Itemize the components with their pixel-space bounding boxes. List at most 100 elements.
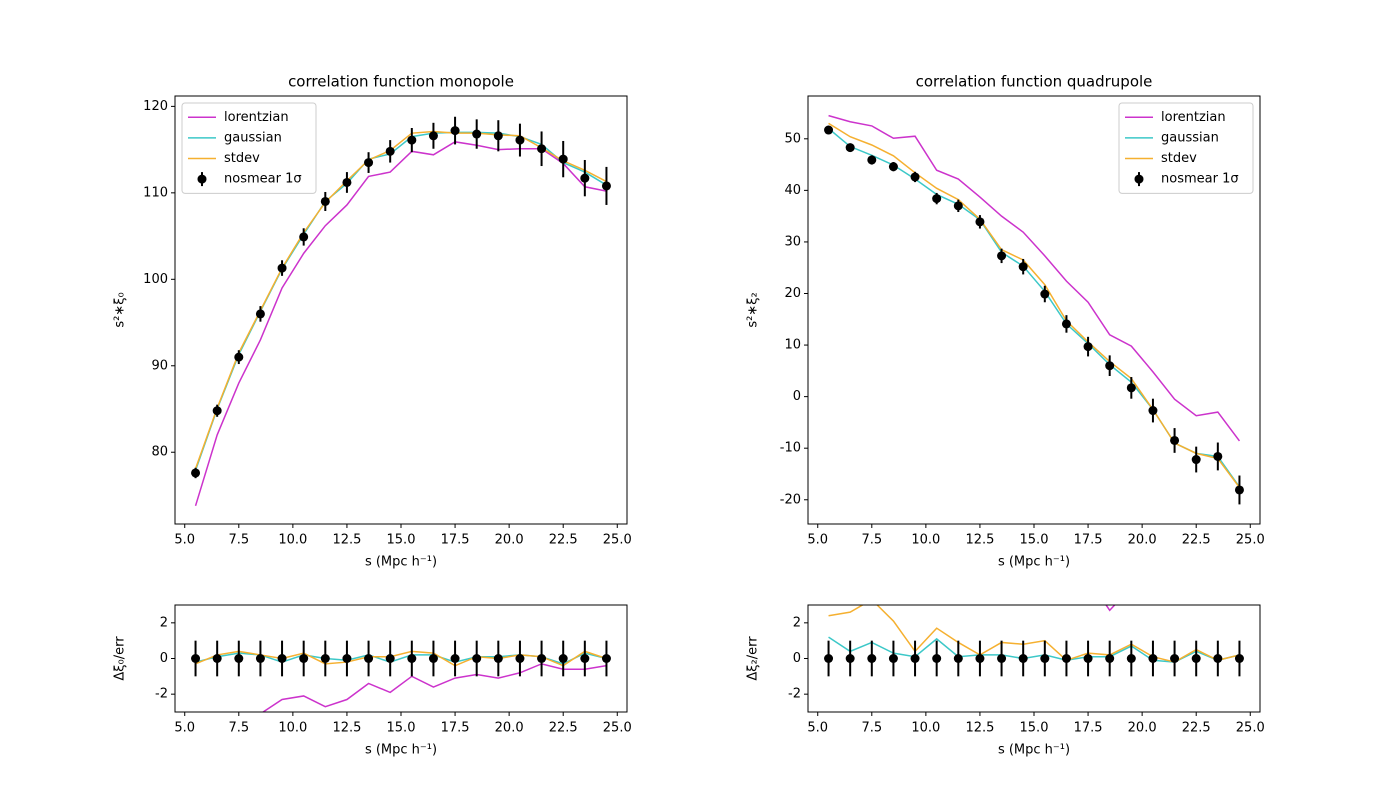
x-tick-label: 12.5 xyxy=(332,721,361,736)
data-point xyxy=(580,173,590,183)
y-tick-label: 90 xyxy=(151,358,168,373)
data-point xyxy=(472,654,482,663)
x-tick-label: 20.0 xyxy=(495,721,524,736)
data-point xyxy=(824,654,834,663)
x-tick-label: 25.0 xyxy=(1236,533,1265,548)
data-point xyxy=(277,263,287,273)
x-tick-label: 25.0 xyxy=(1236,721,1265,736)
data-point xyxy=(299,654,309,663)
y-axis-label: Δξ₀/err xyxy=(113,636,128,681)
y-tick-label: 2 xyxy=(160,615,168,630)
data-point xyxy=(558,154,568,164)
data-point xyxy=(1061,654,1071,663)
data-point xyxy=(1126,383,1136,393)
x-axis-label: s (Mpc h⁻¹) xyxy=(998,555,1070,570)
series-line xyxy=(828,122,1241,488)
data-point xyxy=(845,654,855,663)
data-point xyxy=(867,654,877,663)
data-point xyxy=(932,194,942,204)
x-tick-label: 17.5 xyxy=(1074,533,1103,548)
y-tick-label: 2 xyxy=(793,615,801,630)
y-axis-label: Δξ₂/err xyxy=(746,636,761,681)
legend-label: nosmear 1σ xyxy=(1161,172,1239,187)
data-point xyxy=(1148,406,1158,416)
legend-label: nosmear 1σ xyxy=(224,172,302,187)
series-line xyxy=(261,663,607,712)
data-point xyxy=(385,146,395,156)
x-tick-label: 5.0 xyxy=(807,533,828,548)
x-tick-label: 22.5 xyxy=(1182,533,1211,548)
x-axis-label: s (Mpc h⁻¹) xyxy=(365,555,437,570)
x-tick-label: 22.5 xyxy=(549,533,578,548)
x-tick-label: 10.0 xyxy=(278,533,307,548)
data-point xyxy=(493,654,503,663)
data-point xyxy=(515,654,525,663)
data-point xyxy=(191,654,201,663)
data-point xyxy=(320,196,330,206)
y-tick-label: -20 xyxy=(780,492,801,507)
data-point xyxy=(234,352,244,362)
series-line xyxy=(828,114,1241,442)
y-tick-label: 0 xyxy=(793,389,801,404)
x-tick-label: 12.5 xyxy=(965,533,994,548)
axes-frame xyxy=(174,604,628,713)
data-point xyxy=(212,406,222,416)
data-point xyxy=(364,654,374,663)
data-point xyxy=(255,654,265,663)
data-point xyxy=(407,135,417,145)
data-point xyxy=(234,654,244,663)
x-axis-label: s (Mpc h⁻¹) xyxy=(998,743,1070,758)
data-point xyxy=(888,162,898,172)
x-tick-label: 20.0 xyxy=(495,533,524,548)
data-point xyxy=(997,251,1007,261)
data-point xyxy=(910,172,920,182)
series-line xyxy=(194,141,607,507)
data-point xyxy=(975,654,985,663)
data-point xyxy=(212,654,222,663)
data-point xyxy=(997,654,1007,663)
legend-box xyxy=(181,102,317,194)
data-point xyxy=(342,177,352,187)
x-tick-label: 7.5 xyxy=(228,533,249,548)
legend-label: lorentzian xyxy=(1161,110,1226,125)
x-tick-label: 5.0 xyxy=(174,721,195,736)
x-tick-label: 22.5 xyxy=(1182,721,1211,736)
data-point xyxy=(450,126,460,136)
legend-box xyxy=(1118,102,1254,194)
y-tick-label: 20 xyxy=(784,286,801,301)
series-line xyxy=(194,130,607,469)
data-point xyxy=(385,654,395,663)
y-tick-label: 110 xyxy=(143,185,168,200)
data-point xyxy=(953,201,963,211)
x-tick-label: 12.5 xyxy=(965,721,994,736)
data-point xyxy=(493,131,503,141)
x-tick-label: 7.5 xyxy=(861,721,882,736)
x-tick-label: 17.5 xyxy=(1074,721,1103,736)
x-tick-label: 5.0 xyxy=(807,721,828,736)
x-tick-label: 10.0 xyxy=(278,721,307,736)
data-point xyxy=(975,217,985,227)
x-tick-label: 20.0 xyxy=(1128,533,1157,548)
data-point xyxy=(558,654,568,663)
legend-label: stdev xyxy=(224,151,260,166)
x-tick-label: 17.5 xyxy=(441,533,470,548)
data-point xyxy=(537,654,547,663)
data-point xyxy=(277,654,287,663)
plot-area xyxy=(191,116,611,507)
data-point xyxy=(1213,451,1223,461)
data-point xyxy=(537,144,547,154)
data-point xyxy=(601,181,611,191)
plot-area xyxy=(824,605,1244,677)
x-tick-label: 10.0 xyxy=(911,721,940,736)
data-point xyxy=(1105,654,1115,663)
x-tick-label: 12.5 xyxy=(332,533,361,548)
y-tick-label: 30 xyxy=(784,234,801,249)
x-tick-label: 25.0 xyxy=(603,721,632,736)
data-point xyxy=(1170,654,1180,663)
chart-title: correlation function monopole xyxy=(288,73,514,91)
y-tick-label: 40 xyxy=(784,183,801,198)
x-tick-label: 17.5 xyxy=(441,721,470,736)
data-point xyxy=(1105,361,1115,371)
y-tick-label: -2 xyxy=(788,687,801,702)
